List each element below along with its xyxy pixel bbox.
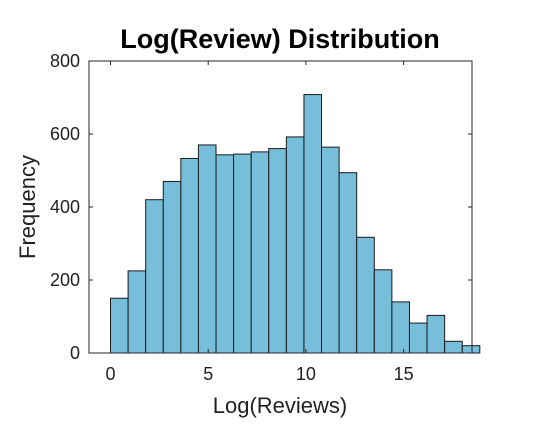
y-axis-label: Frequency — [15, 155, 40, 259]
histogram-bar — [162, 180, 182, 354]
histogram-bar — [408, 322, 428, 354]
histogram-bar — [338, 172, 358, 354]
bars-group — [109, 94, 481, 354]
y-tick-label: 0 — [70, 343, 80, 363]
histogram-bar — [180, 157, 199, 354]
histogram-bar — [373, 269, 393, 354]
histogram-bar — [321, 146, 340, 354]
x-tick-label: 15 — [394, 364, 414, 384]
histogram-bar — [250, 151, 270, 354]
y-tick-label: 800 — [50, 51, 80, 71]
histogram-bar — [426, 314, 446, 354]
x-tick-label: 10 — [296, 364, 316, 384]
y-tick-label: 200 — [50, 270, 80, 290]
histogram-bar — [215, 154, 235, 354]
x-tick-label: 0 — [105, 364, 115, 384]
x-tick-label: 5 — [203, 364, 213, 384]
histogram-bar — [391, 301, 410, 354]
histogram-bar — [109, 297, 129, 354]
x-axis-label: Log(Reviews) — [213, 393, 348, 418]
histogram-bar — [356, 236, 375, 354]
chart-title: Log(Review) Distribution — [120, 24, 440, 54]
x-axis-ticks: 0 5 10 15 — [105, 61, 414, 384]
histogram-bar — [145, 199, 164, 354]
y-axis-ticks: 0 200 400 600 800 — [50, 51, 472, 363]
y-tick-label: 400 — [50, 197, 80, 217]
histogram-bar — [461, 345, 481, 354]
histogram-bar — [127, 270, 147, 354]
histogram-bar — [285, 136, 305, 354]
histogram-bar — [268, 148, 287, 354]
histogram-bar — [197, 144, 217, 354]
histogram-bar — [233, 153, 252, 354]
y-tick-label: 600 — [50, 124, 80, 144]
histogram-bar — [303, 94, 323, 354]
histogram-bar — [444, 340, 463, 354]
